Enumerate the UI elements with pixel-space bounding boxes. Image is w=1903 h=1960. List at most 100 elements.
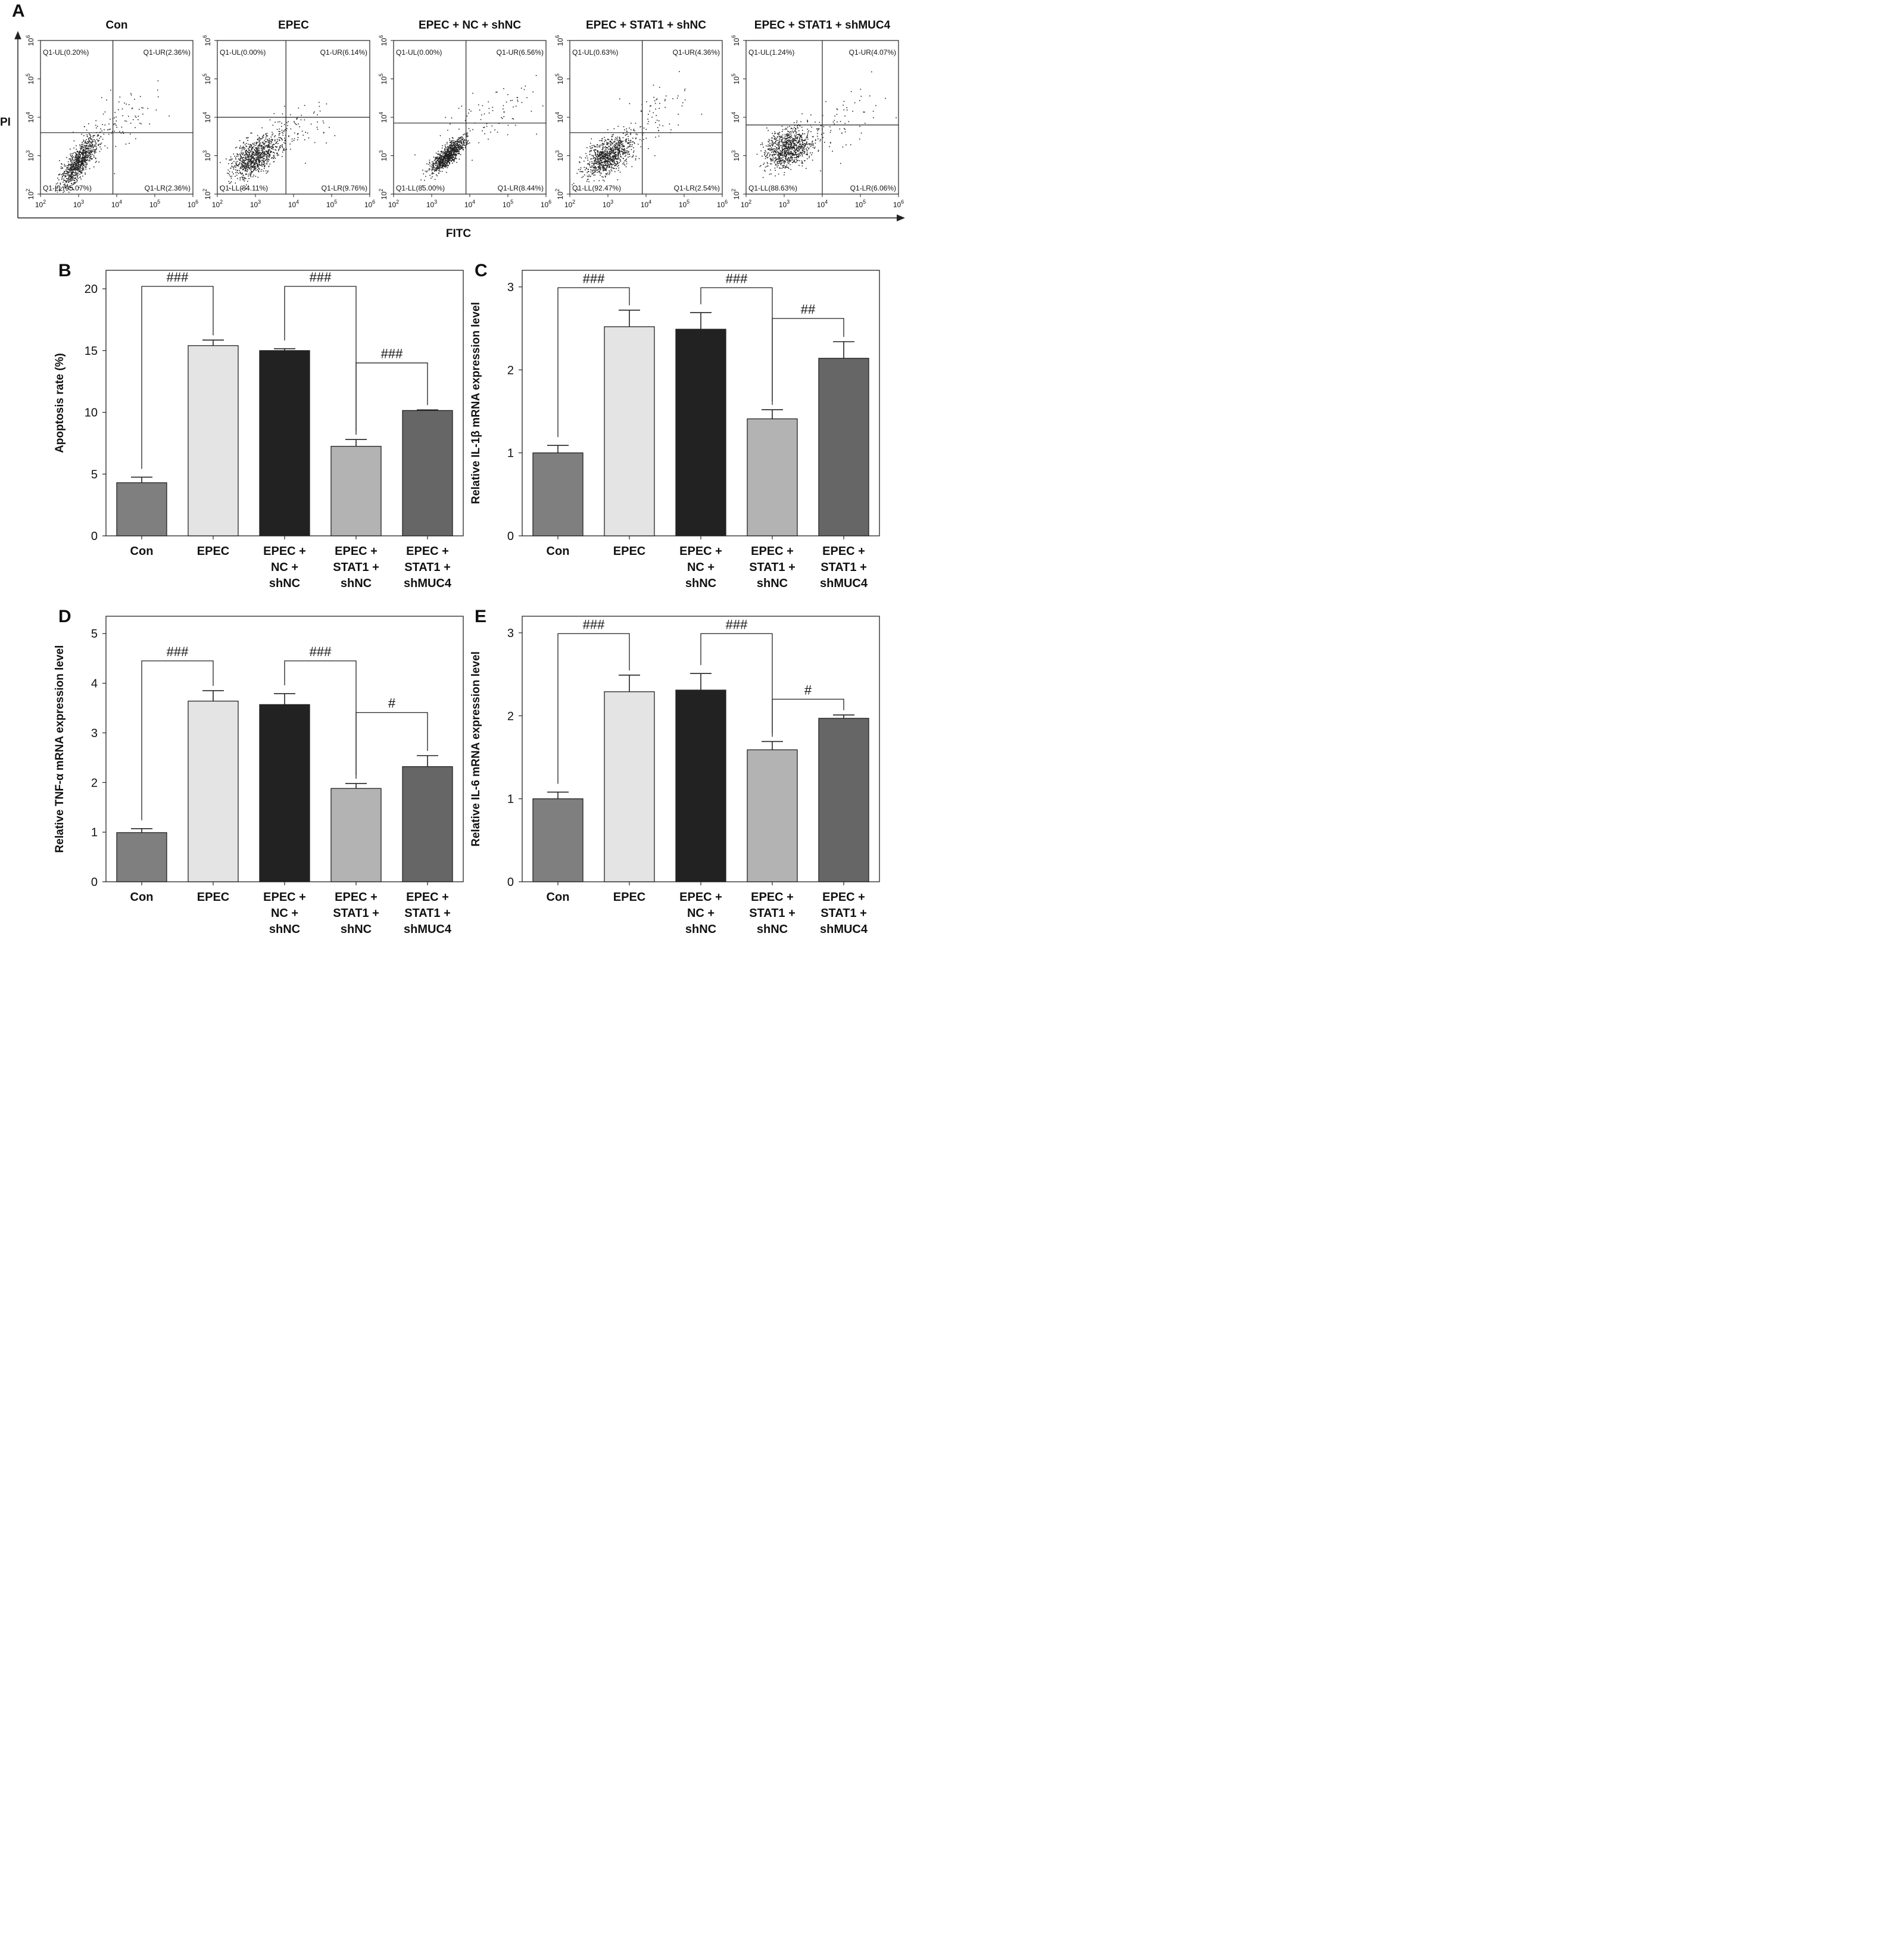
flow-event-dot xyxy=(240,160,242,161)
flow-event-dot xyxy=(253,160,255,161)
flow-event-dot xyxy=(601,166,603,168)
flow-event-dot xyxy=(242,167,243,168)
flow-event-dot xyxy=(784,154,785,155)
flow-event-dot xyxy=(447,163,448,164)
flow-event-dot xyxy=(614,139,616,140)
flow-event-dot xyxy=(71,171,72,173)
flow-event-dot xyxy=(83,167,85,168)
flow-x-tick-label: 104 xyxy=(464,199,475,209)
flow-y-tick-label: 102 xyxy=(25,189,35,199)
flow-event-dot xyxy=(255,147,257,149)
flow-event-dot xyxy=(447,160,448,161)
flow-event-dot xyxy=(238,173,239,174)
flow-event-dot xyxy=(82,156,83,158)
flow-event-dot xyxy=(621,149,623,150)
flow-event-dot xyxy=(604,163,606,164)
flow-event-dot xyxy=(788,140,790,142)
flow-event-dot xyxy=(64,173,65,174)
flow-event-dot xyxy=(449,158,451,160)
flow-events xyxy=(55,80,170,193)
flow-event-dot xyxy=(88,139,90,141)
flow-event-dot xyxy=(230,156,232,158)
flow-event-dot xyxy=(238,166,239,167)
flow-event-dot xyxy=(767,165,769,167)
flow-event-dot xyxy=(70,167,71,168)
flow-event-dot xyxy=(247,164,248,166)
flow-tick-exponent: 4 xyxy=(202,112,208,115)
flow-event-dot xyxy=(442,162,444,164)
flow-event-dot xyxy=(599,140,601,141)
flow-event-dot xyxy=(295,123,297,124)
flow-event-dot xyxy=(785,157,787,158)
flow-event-dot xyxy=(653,96,654,98)
flow-event-dot xyxy=(259,154,261,155)
flow-event-dot xyxy=(801,146,803,147)
flow-event-dot xyxy=(83,164,85,166)
flow-event-dot xyxy=(96,126,98,127)
flow-event-dot xyxy=(79,155,80,157)
flow-event-dot xyxy=(788,145,789,146)
flow-event-dot xyxy=(772,141,773,143)
flow-event-dot xyxy=(449,148,450,149)
flow-event-dot xyxy=(276,146,278,148)
flow-event-dot xyxy=(600,158,601,159)
flow-event-dot xyxy=(785,142,787,143)
flow-event-dot xyxy=(612,147,613,149)
flow-event-dot xyxy=(603,168,604,169)
flow-event-dot xyxy=(72,160,74,162)
flow-event-dot xyxy=(790,146,791,148)
flow-event-dot xyxy=(629,140,631,142)
flow-event-dot xyxy=(600,151,602,152)
flow-tick-exponent: 4 xyxy=(648,199,651,205)
quadrant-ul-label: Q1-UL(0.20%) xyxy=(43,48,89,57)
flow-event-dot xyxy=(90,136,92,137)
flow-event-dot xyxy=(453,157,454,158)
flow-event-dot xyxy=(439,157,441,158)
flow-event-dot xyxy=(446,151,447,153)
flow-tick-exponent: 6 xyxy=(378,35,384,38)
flow-event-dot xyxy=(445,171,447,173)
flow-event-dot xyxy=(808,143,809,145)
flow-event-dot xyxy=(241,176,243,178)
flow-event-dot xyxy=(441,164,442,166)
flow-event-dot xyxy=(776,148,778,150)
flow-event-dot xyxy=(616,158,617,160)
flow-event-dot xyxy=(467,132,469,134)
flow-event-dot xyxy=(585,153,587,154)
flow-event-dot xyxy=(453,138,454,139)
flow-event-dot xyxy=(608,166,609,168)
flow-event-dot xyxy=(795,129,797,130)
flow-event-dot xyxy=(83,163,84,164)
flow-tick-exponent: 4 xyxy=(378,112,384,115)
flow-event-dot xyxy=(96,135,98,137)
flow-event-dot xyxy=(613,134,614,135)
flow-event-dot xyxy=(67,165,68,167)
flow-event-dot xyxy=(83,141,84,142)
flow-event-dot xyxy=(245,157,247,158)
flow-event-dot xyxy=(246,173,247,175)
flow-event-dot xyxy=(268,158,269,160)
flow-event-dot xyxy=(460,148,461,150)
flow-event-dot xyxy=(263,146,265,148)
flow-event-dot xyxy=(469,130,471,132)
flow-event-dot xyxy=(810,152,811,154)
flow-event-dot xyxy=(251,166,252,167)
flow-event-dot xyxy=(645,129,647,130)
flow-event-dot xyxy=(602,167,604,168)
flow-event-dot xyxy=(463,142,464,143)
flow-event-dot xyxy=(83,139,85,141)
flow-event-dot xyxy=(64,174,66,176)
flow-event-dot xyxy=(787,152,788,153)
flow-event-dot xyxy=(285,143,286,144)
flow-event-dot xyxy=(90,145,91,147)
flow-event-dot xyxy=(598,156,600,158)
flow-event-dot xyxy=(82,153,83,155)
flow-event-dot xyxy=(82,162,84,164)
flow-event-dot xyxy=(260,160,261,162)
flow-event-dot xyxy=(622,143,623,145)
flow-event-dot xyxy=(779,138,781,139)
flow-event-dot xyxy=(260,153,262,155)
flow-event-dot xyxy=(658,130,659,131)
flow-event-dot xyxy=(451,139,453,141)
flow-event-dot xyxy=(286,128,288,129)
